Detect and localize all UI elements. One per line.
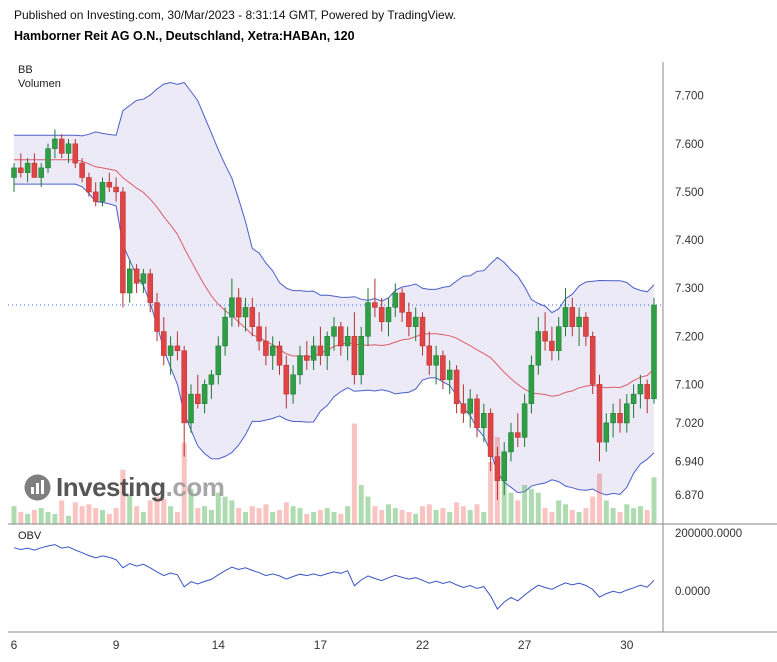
price-tick-label: 7.700 [675,91,704,103]
obv-indicator-label: OBV [18,530,42,542]
date-tick-label: 22 [416,638,430,652]
obv-line-group [13,544,655,610]
date-tick-label: 17 [314,638,328,652]
price-tick-label: 7.100 [675,379,704,391]
volume-bars-group [11,423,657,524]
price-tick-label: 7.300 [675,283,704,295]
x-axis-labels: 6 9 14 17 22 27 30 [11,638,634,652]
date-tick-label: 27 [518,638,532,652]
investing-logo-icon [24,474,51,501]
price-tick-label: 7.400 [675,235,704,247]
price-tick-label: 7.500 [675,187,704,199]
published-line: Published on Investing.com, 30/Mar/2023 … [14,8,457,22]
price-tick-label: 6.870 [675,490,704,502]
price-tick-label: 7.020 [675,418,704,430]
date-tick-label: 30 [620,638,634,652]
date-tick-label: 14 [212,638,226,652]
watermark-text: Investing [56,472,166,502]
date-tick-label: 6 [11,638,18,652]
candles-group [11,129,657,500]
volume-indicator-label: Volumen [18,78,61,90]
axes-group [8,62,777,633]
price-tick-label: 7.200 [675,331,704,343]
obv-axis-labels: 200000.0000 0.0000 [675,528,742,598]
price-tick-label: 6.940 [675,456,704,468]
obv-tick-label: 200000.0000 [675,528,742,540]
watermark-suffix: .com [165,472,225,502]
investing-watermark: Investing .com [24,472,225,503]
bb-indicator-label: BB [18,64,33,76]
obv-tick-label: 0.0000 [675,586,710,598]
price-tick-label: 7.600 [675,139,704,151]
price-axis-labels: 7.700 7.600 7.500 7.400 7.300 7.200 7.100 7.020… [675,91,704,502]
bollinger-band-group [14,81,655,496]
instrument-title: Hamborner Reit AG O.N., Deutschland, Xet… [14,29,355,43]
date-tick-label: 9 [113,638,120,652]
